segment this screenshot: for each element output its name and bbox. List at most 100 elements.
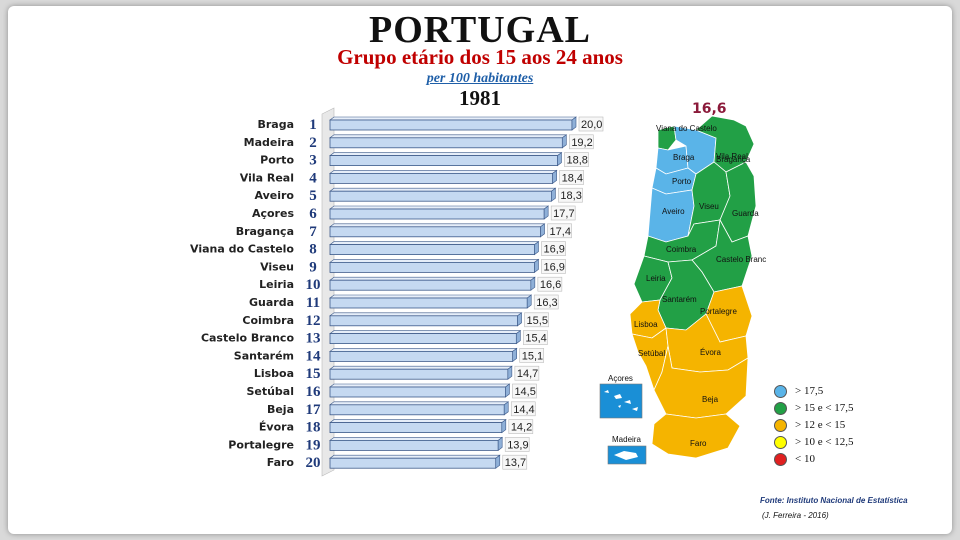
map-label: Açores	[608, 374, 633, 383]
category-label: Leiria	[259, 278, 294, 291]
acores-inset	[599, 383, 643, 419]
legend-item: > 15 e < 17,5	[774, 400, 854, 416]
rank-label: 2	[309, 135, 317, 151]
value-label: 14,2	[511, 422, 532, 434]
bar	[329, 119, 573, 131]
value-box	[502, 454, 528, 470]
rank-label: 8	[309, 242, 317, 258]
legend-text: > 12 e < 15	[795, 419, 846, 431]
map-label: Vila Real	[716, 152, 748, 161]
value-box	[504, 437, 530, 452]
map-region-viana	[657, 125, 677, 151]
value-label: 16,9	[543, 244, 564, 256]
value-box	[559, 170, 584, 185]
acores-islands-icon	[604, 390, 638, 411]
value-label: 15,4	[525, 333, 546, 345]
category-label: Bragança	[236, 225, 294, 238]
bar-side	[505, 383, 510, 398]
rank-label: 9	[309, 259, 317, 275]
bar-top	[329, 170, 558, 174]
category-label: Portalegre	[228, 438, 294, 451]
bar-top	[329, 365, 513, 370]
map-label: Leiria	[646, 274, 666, 283]
bar	[329, 457, 497, 469]
bar	[329, 404, 505, 416]
bar-top	[329, 276, 536, 281]
rank-label: 16	[306, 384, 322, 400]
value-label: 14,5	[514, 386, 535, 398]
value-box	[578, 116, 604, 132]
rank-label: 17	[306, 402, 322, 418]
legend-dot-blue	[774, 384, 787, 398]
value-label: 16,9	[543, 261, 564, 273]
value-label: 14,4	[513, 404, 534, 416]
bar-top	[329, 437, 504, 441]
bar	[329, 208, 545, 220]
bar-top	[329, 454, 501, 459]
category-label: Castelo Branco	[201, 332, 295, 345]
bar-side	[551, 187, 556, 202]
bar	[329, 386, 506, 398]
national-value: 16,6	[692, 101, 727, 117]
bar	[329, 226, 541, 238]
rank-label: 4	[309, 170, 317, 186]
bar-top	[329, 348, 518, 352]
bar-top	[329, 294, 533, 299]
bar-top	[329, 241, 540, 245]
map-label: Coimbra	[666, 245, 697, 254]
category-label: Açores	[252, 207, 294, 220]
bar-side	[497, 436, 503, 451]
legend-text: > 15 e < 17,5	[795, 402, 854, 414]
value-label: 13,9	[507, 439, 528, 451]
bar	[329, 190, 552, 202]
bar-side	[534, 241, 539, 256]
value-label: 18,4	[562, 172, 583, 184]
value-box	[569, 134, 594, 150]
bar-top	[329, 152, 563, 156]
bar-side	[501, 419, 507, 434]
value-box	[514, 365, 540, 381]
map-label: Madeira	[612, 435, 641, 444]
map-label: Bragança	[716, 155, 751, 164]
value-box	[550, 205, 576, 221]
source-note: Fonte: Instituto Nacional de Estatística	[760, 496, 908, 505]
legend-dot-orange	[774, 418, 787, 432]
value-label: 18,8	[566, 155, 587, 167]
bar	[329, 315, 518, 327]
page-title: PORTUGAL	[368, 9, 591, 51]
value-label: 17,4	[550, 226, 571, 238]
category-label: Guarda	[249, 296, 294, 309]
bar-side	[534, 258, 539, 273]
rank-label: 15	[306, 366, 321, 382]
bar-top	[329, 330, 522, 334]
category-label: Évora	[259, 421, 294, 434]
category-label: Braga	[257, 118, 294, 131]
bar-side	[503, 401, 509, 416]
legend-text: < 10	[795, 453, 815, 465]
category-label: Coimbra	[242, 314, 294, 327]
bar	[329, 368, 509, 380]
bar	[329, 155, 558, 167]
bar-side	[540, 223, 545, 238]
category-label: Aveiro	[254, 189, 294, 202]
bar-top	[329, 419, 507, 423]
map-label: Viana do Castelo	[656, 124, 717, 133]
map-legend: > 17,5 > 15 e < 17,5 > 12 e < 15 > 10 e …	[768, 380, 872, 470]
map-region-beja	[653, 345, 749, 419]
rank-label: 12	[306, 313, 321, 329]
map-label: Setúbal	[638, 349, 665, 358]
value-box	[541, 259, 566, 274]
value-box	[537, 276, 563, 292]
rank-label: 7	[309, 224, 317, 240]
bar-side	[571, 116, 577, 131]
bar-top	[329, 223, 546, 228]
map-label: Guarda	[732, 209, 759, 218]
bar	[329, 297, 528, 309]
page-subtitle: Grupo etário dos 15 aos 24 anos	[337, 45, 623, 69]
bar-top	[329, 134, 568, 139]
value-box	[523, 330, 548, 345]
rank-label: 20	[306, 455, 321, 471]
bar-side	[516, 330, 521, 345]
value-label: 16,6	[540, 279, 561, 291]
